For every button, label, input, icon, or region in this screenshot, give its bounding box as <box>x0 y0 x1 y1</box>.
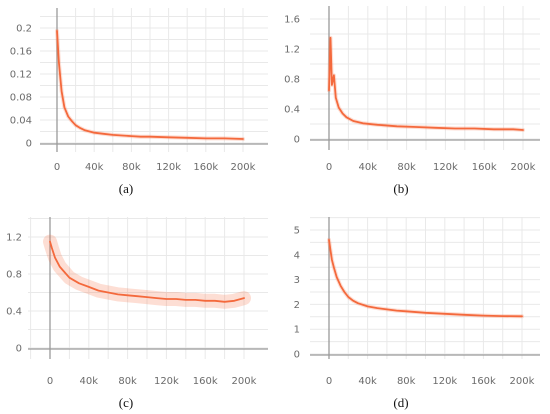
chart-panel: 0 0.4 0.8 1.2 1.6 0 40k 80k 120k 160k 200k (b) <box>284 6 540 196</box>
x-tick-label: 120k <box>154 376 179 387</box>
x-tick-label: 160k <box>193 376 218 387</box>
chart-panel: 0 0.4 0.8 1.2 0 40k 80k 120k 160k 200k (c) <box>6 217 268 410</box>
series-line <box>49 240 245 303</box>
y-tick-label: 0.12 <box>10 70 32 81</box>
x-tick-label: 120k <box>432 376 457 387</box>
panel-caption: (b) <box>393 181 408 196</box>
y-tick-label: 0 <box>16 344 22 355</box>
y-tick-label: 1.2 <box>284 45 300 56</box>
x-tick-label: 40k <box>359 162 378 173</box>
x-tick-label: 160k <box>193 162 218 173</box>
x-tick-label: 40k <box>80 376 99 387</box>
panel-caption: (a) <box>119 181 133 196</box>
x-tick-label: 0 <box>326 376 332 387</box>
series-line <box>56 30 244 140</box>
x-tick-label: 200k <box>231 162 256 173</box>
series-line <box>328 36 524 131</box>
y-tick-label: 3 <box>294 275 300 286</box>
x-tick-label: 80k <box>397 376 416 387</box>
x-tick-label: 0 <box>54 162 60 173</box>
y-tick-label: 0.4 <box>6 307 22 318</box>
y-tick-label: 0.08 <box>10 93 32 104</box>
y-tick-label: 0 <box>294 135 300 146</box>
x-tick-label: 120k <box>156 162 181 173</box>
y-tick-label: 0.04 <box>10 116 32 127</box>
y-tick-label: 0 <box>26 139 32 150</box>
x-tick-label: 0 <box>47 376 53 387</box>
y-tick-label: 4 <box>294 250 300 261</box>
y-tick-label: 0.2 <box>16 24 32 35</box>
series-line <box>328 239 523 318</box>
y-tick-label: 1 <box>294 325 300 336</box>
x-tick-label: 200k <box>232 376 257 387</box>
x-tick-label: 80k <box>122 162 141 173</box>
x-tick-label: 160k <box>472 162 497 173</box>
x-tick-label: 0 <box>326 162 332 173</box>
x-tick-label: 160k <box>471 376 496 387</box>
x-tick-label: 80k <box>397 162 416 173</box>
panel-caption: (c) <box>119 395 133 410</box>
y-tick-label: 0.16 <box>10 47 32 58</box>
y-tick-label: 0.8 <box>6 270 22 281</box>
y-tick-label: 2 <box>294 300 300 311</box>
panel-caption: (d) <box>393 395 408 410</box>
x-tick-label: 80k <box>118 376 137 387</box>
y-tick-label: 1.2 <box>6 233 22 244</box>
chart-panel: 0 1 2 3 4 5 0 40k 80k 120k 160k 200k (d) <box>294 217 540 410</box>
y-tick-label: 1.6 <box>284 15 300 26</box>
chart-panel: 0 0.04 0.08 0.12 0.16 0.2 0 40k 80k 120k 160k 200k (… <box>10 8 268 196</box>
y-tick-label: 0.4 <box>284 105 300 116</box>
y-tick-label: 5 <box>294 226 300 237</box>
y-tick-label: 0.8 <box>284 75 300 86</box>
y-tick-label: 0 <box>294 350 300 361</box>
x-tick-label: 40k <box>85 162 104 173</box>
x-tick-label: 40k <box>358 376 377 387</box>
x-tick-label: 200k <box>510 376 535 387</box>
x-tick-label: 200k <box>511 162 536 173</box>
x-tick-label: 120k <box>433 162 458 173</box>
